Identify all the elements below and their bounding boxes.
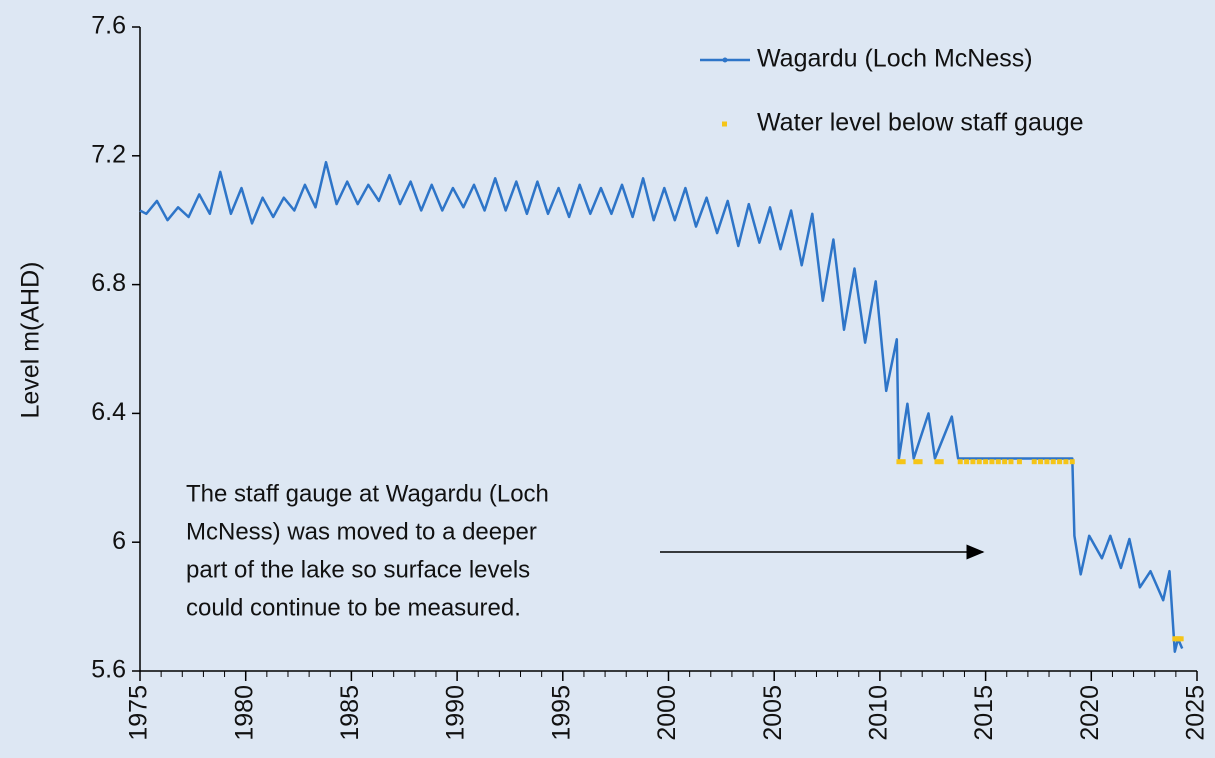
legend-swatch-marker: [722, 57, 728, 63]
y-tick-label: 7.2: [91, 140, 126, 168]
data-point: [1016, 459, 1022, 465]
data-point: [957, 459, 963, 465]
legend-label: Wagardu (Loch McNess): [757, 45, 1033, 73]
data-point: [976, 459, 982, 465]
data-point: [917, 459, 923, 465]
x-tick-label: 2025: [1182, 685, 1210, 741]
annotation-line: could continue to be measured.: [186, 594, 521, 621]
x-tick-label: 2010: [865, 685, 893, 741]
data-point: [1057, 459, 1063, 465]
data-point: [983, 459, 989, 465]
x-tick-label: 1990: [442, 685, 470, 741]
legend-label: Water level below staff gauge: [757, 109, 1084, 137]
annotation-line: part of the lake so surface levels: [186, 556, 530, 583]
x-tick-label: 1995: [547, 685, 575, 741]
x-tick-label: 2000: [653, 685, 681, 741]
data-point: [1050, 459, 1056, 465]
data-point: [913, 459, 919, 465]
data-point: [938, 459, 944, 465]
data-point: [1031, 459, 1037, 465]
data-point: [970, 459, 976, 465]
x-tick-label: 2015: [970, 685, 998, 741]
legend-swatch: [722, 121, 727, 127]
data-point: [1063, 459, 1069, 465]
data-point: [1178, 636, 1184, 642]
annotation-line: McNess) was moved to a deeper: [186, 518, 537, 545]
data-point: [896, 459, 902, 465]
data-point: [934, 459, 940, 465]
x-tick-label: 1975: [125, 685, 153, 741]
y-tick-label: 5.6: [91, 656, 126, 684]
data-point: [1038, 459, 1044, 465]
data-point: [964, 459, 970, 465]
x-tick-label: 2005: [759, 685, 787, 741]
x-tick-label: 1985: [336, 685, 364, 741]
data-point: [1008, 459, 1014, 465]
y-tick-label: 6.4: [91, 398, 126, 426]
data-point: [1002, 459, 1008, 465]
data-point: [1044, 459, 1050, 465]
y-tick-label: 7.6: [91, 12, 126, 40]
data-point: [1069, 459, 1075, 465]
data-point: [900, 459, 906, 465]
annotation-line: The staff gauge at Wagardu (Loch: [186, 480, 549, 507]
y-tick-label: 6: [112, 527, 126, 555]
data-point: [989, 459, 995, 465]
y-axis-label: Level m(AHD): [17, 262, 45, 419]
x-tick-label: 2020: [1076, 685, 1104, 741]
y-tick-label: 6.8: [91, 269, 126, 297]
data-line: [139, 160, 1184, 653]
data-point: [995, 459, 1001, 465]
x-tick-label: 1980: [230, 685, 258, 741]
